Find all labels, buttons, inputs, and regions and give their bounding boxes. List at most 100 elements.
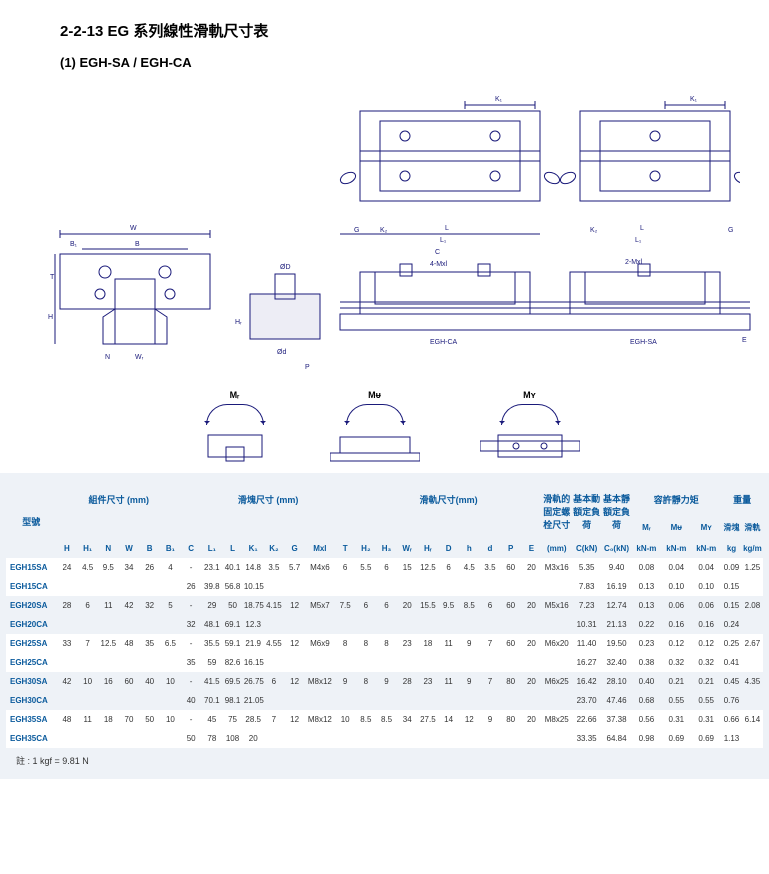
cell: 0.32: [691, 653, 721, 672]
cell: [356, 615, 377, 634]
cell: 1.13: [721, 729, 742, 748]
cell: 22.66: [572, 710, 602, 729]
cell: 28: [397, 672, 418, 691]
cell: 50: [181, 729, 202, 748]
cell: [57, 691, 78, 710]
cell: [98, 615, 119, 634]
footnote: 註 : 1 kgf = 9.81 N: [6, 748, 763, 767]
label-egh-sa: EGH-SA: [630, 339, 657, 346]
cell: 15.5: [418, 596, 439, 615]
col-header: L: [222, 539, 243, 558]
cell: 7: [77, 634, 98, 653]
cell: [305, 577, 335, 596]
col-header: kN-m: [631, 539, 661, 558]
cell: [284, 653, 305, 672]
cell: [459, 729, 480, 748]
cell-model: EGH25CA: [6, 653, 57, 672]
cell: [459, 653, 480, 672]
cell: 15: [397, 558, 418, 577]
cell: 12: [459, 710, 480, 729]
label-w: W: [130, 225, 137, 232]
cell: 32: [139, 596, 160, 615]
cell: [139, 729, 160, 748]
hdr-bolt: 滑軌的固定螺栓尺寸: [542, 487, 572, 539]
cell: 6.5: [160, 634, 181, 653]
cell: 8: [376, 634, 397, 653]
label-k1: K₁: [495, 96, 503, 103]
cell: 41.5: [201, 672, 222, 691]
cell: [418, 729, 439, 748]
cell: [480, 691, 501, 710]
cell: [521, 653, 542, 672]
cell: [57, 653, 78, 672]
cell: 35: [181, 653, 202, 672]
cell: 37.38: [602, 710, 632, 729]
label-l1: L₁: [440, 237, 447, 244]
cell: [139, 615, 160, 634]
cell: 0.16: [661, 615, 691, 634]
cell: 0.09: [721, 558, 742, 577]
col-header: H: [57, 539, 78, 558]
cell: 9: [459, 672, 480, 691]
cell: [98, 653, 119, 672]
cell: 56.8: [222, 577, 243, 596]
cell: [77, 653, 98, 672]
cell: [160, 729, 181, 748]
cell: 8: [335, 634, 356, 653]
cell: [376, 691, 397, 710]
hdr-wb: 滑塊: [721, 516, 742, 539]
cell: 12: [284, 634, 305, 653]
cell: M8x12: [305, 710, 335, 729]
cell: [160, 691, 181, 710]
cell: 4.55: [264, 634, 285, 653]
cell: 4.35: [742, 672, 763, 691]
cell: 0.04: [661, 558, 691, 577]
diagram-area: K₁ K₁: [40, 78, 739, 463]
hdr-mr: Mᵣ: [631, 516, 661, 539]
cell: -: [181, 596, 202, 615]
label-m4: 4-Mxl: [430, 261, 448, 268]
cell: [397, 653, 418, 672]
title-sub: (1) EGH-SA / EGH-CA: [60, 55, 739, 70]
cell: [542, 691, 572, 710]
cell: -: [181, 558, 202, 577]
cell: 9: [459, 634, 480, 653]
cell: 28.10: [602, 672, 632, 691]
cell: 4: [160, 558, 181, 577]
cell: 0.40: [631, 672, 661, 691]
label-wr: Wᵣ: [135, 354, 144, 361]
col-header: H₃: [376, 539, 397, 558]
cell: [264, 729, 285, 748]
cell: -: [181, 710, 202, 729]
hdr-dyn: 基本動額定負荷: [572, 487, 602, 539]
cell: 60: [119, 672, 140, 691]
cell: 8.5: [459, 596, 480, 615]
cell: [418, 577, 439, 596]
cell: [264, 577, 285, 596]
cell: 8: [356, 672, 377, 691]
cell: 0.31: [691, 710, 721, 729]
cell: 8.5: [356, 710, 377, 729]
hdr-my: Mʏ: [691, 516, 721, 539]
cell: [264, 691, 285, 710]
cell: [742, 577, 763, 596]
cell: M4x6: [305, 558, 335, 577]
col-header: kg/m: [742, 539, 763, 558]
cell: 34: [119, 558, 140, 577]
cell: [480, 729, 501, 748]
cell: [742, 653, 763, 672]
cell: 98.1: [222, 691, 243, 710]
label-g: G: [354, 227, 359, 234]
table-row: EGH20SA2861142325-295018.754.1512M5x77.5…: [6, 596, 763, 615]
cell: [264, 653, 285, 672]
cell: 34: [397, 710, 418, 729]
cell-model: EGH15CA: [6, 577, 57, 596]
cell: 7: [264, 710, 285, 729]
hdr-block: 滑塊尺寸 (mm): [181, 487, 356, 516]
cell: 80: [500, 710, 521, 729]
cell: 23.70: [572, 691, 602, 710]
col-header: d: [480, 539, 501, 558]
cell: 26: [139, 558, 160, 577]
cell: [119, 691, 140, 710]
cell: 12: [284, 672, 305, 691]
